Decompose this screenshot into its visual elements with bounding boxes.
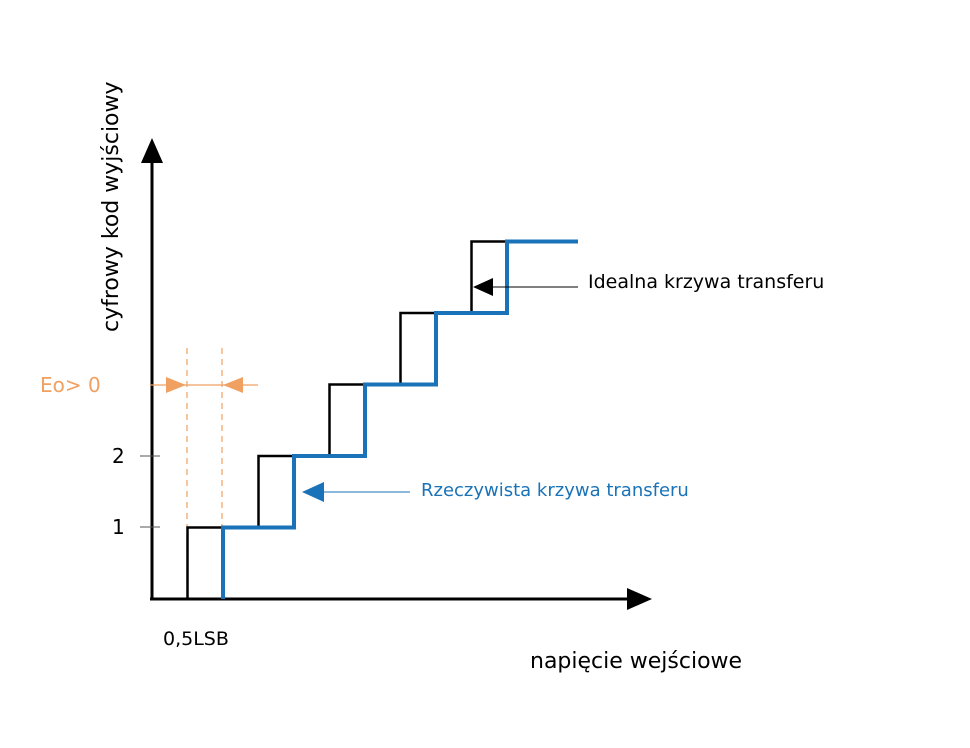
x-tick-label: 0,5LSB	[163, 628, 229, 650]
real-label: Rzeczywista krzywa transferu	[421, 480, 689, 501]
y-tick-1-label: 1	[112, 515, 125, 539]
ideal-label: Idealna krzywa transferu	[588, 271, 824, 293]
y-axis-label: cyfrowy kod wyjściowy	[99, 81, 124, 332]
real-pointer-arrowhead	[302, 482, 324, 502]
offset-arrow-right	[166, 377, 186, 393]
real-transfer-curve	[221, 239, 578, 599]
offset-label: Eo> 0	[40, 373, 101, 397]
y-tick-2-label: 2	[112, 444, 125, 468]
y-axis-arrowhead	[141, 138, 163, 163]
x-axis-arrowhead	[627, 588, 652, 610]
offset-arrow-left	[223, 377, 243, 393]
ideal-pointer-arrowhead	[473, 278, 493, 296]
x-axis-label: napięcie wejściowe	[530, 649, 742, 674]
